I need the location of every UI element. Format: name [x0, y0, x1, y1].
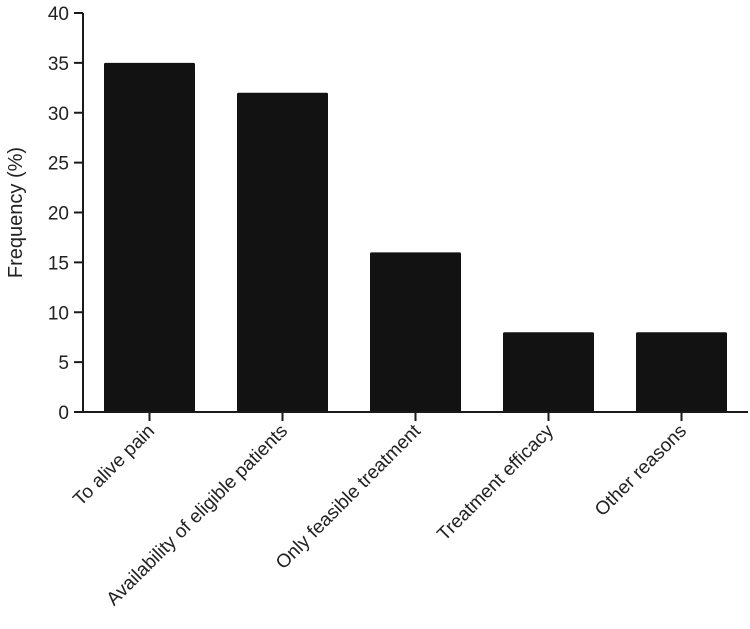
x-tick-label: Other reasons [591, 421, 691, 521]
x-tick-label: Only feasible treatment [272, 420, 426, 574]
x-tick-label: To alive pain [69, 421, 159, 511]
y-tick-label: 30 [48, 104, 69, 125]
y-tick-label: 40 [48, 4, 69, 25]
y-tick-label: 10 [48, 303, 69, 324]
y-tick-label: 25 [48, 154, 69, 175]
y-tick-label: 20 [48, 204, 69, 225]
y-tick-label: 35 [48, 54, 69, 75]
bars-layer [104, 62, 727, 413]
y-tick-label: 5 [58, 353, 69, 374]
bar [636, 332, 727, 412]
y-tick-label: 0 [58, 403, 69, 424]
bar [370, 252, 461, 412]
bar [237, 92, 328, 413]
y-ticks-layer: 0 5 10 15 20 25 30 35 40 [48, 4, 83, 424]
y-axis-title: Frequency (%) [5, 147, 27, 278]
y-tick-label: 15 [48, 253, 69, 274]
bar [503, 332, 594, 412]
x-tick-label: Treatment efficacy [433, 420, 558, 545]
bar [104, 62, 195, 412]
